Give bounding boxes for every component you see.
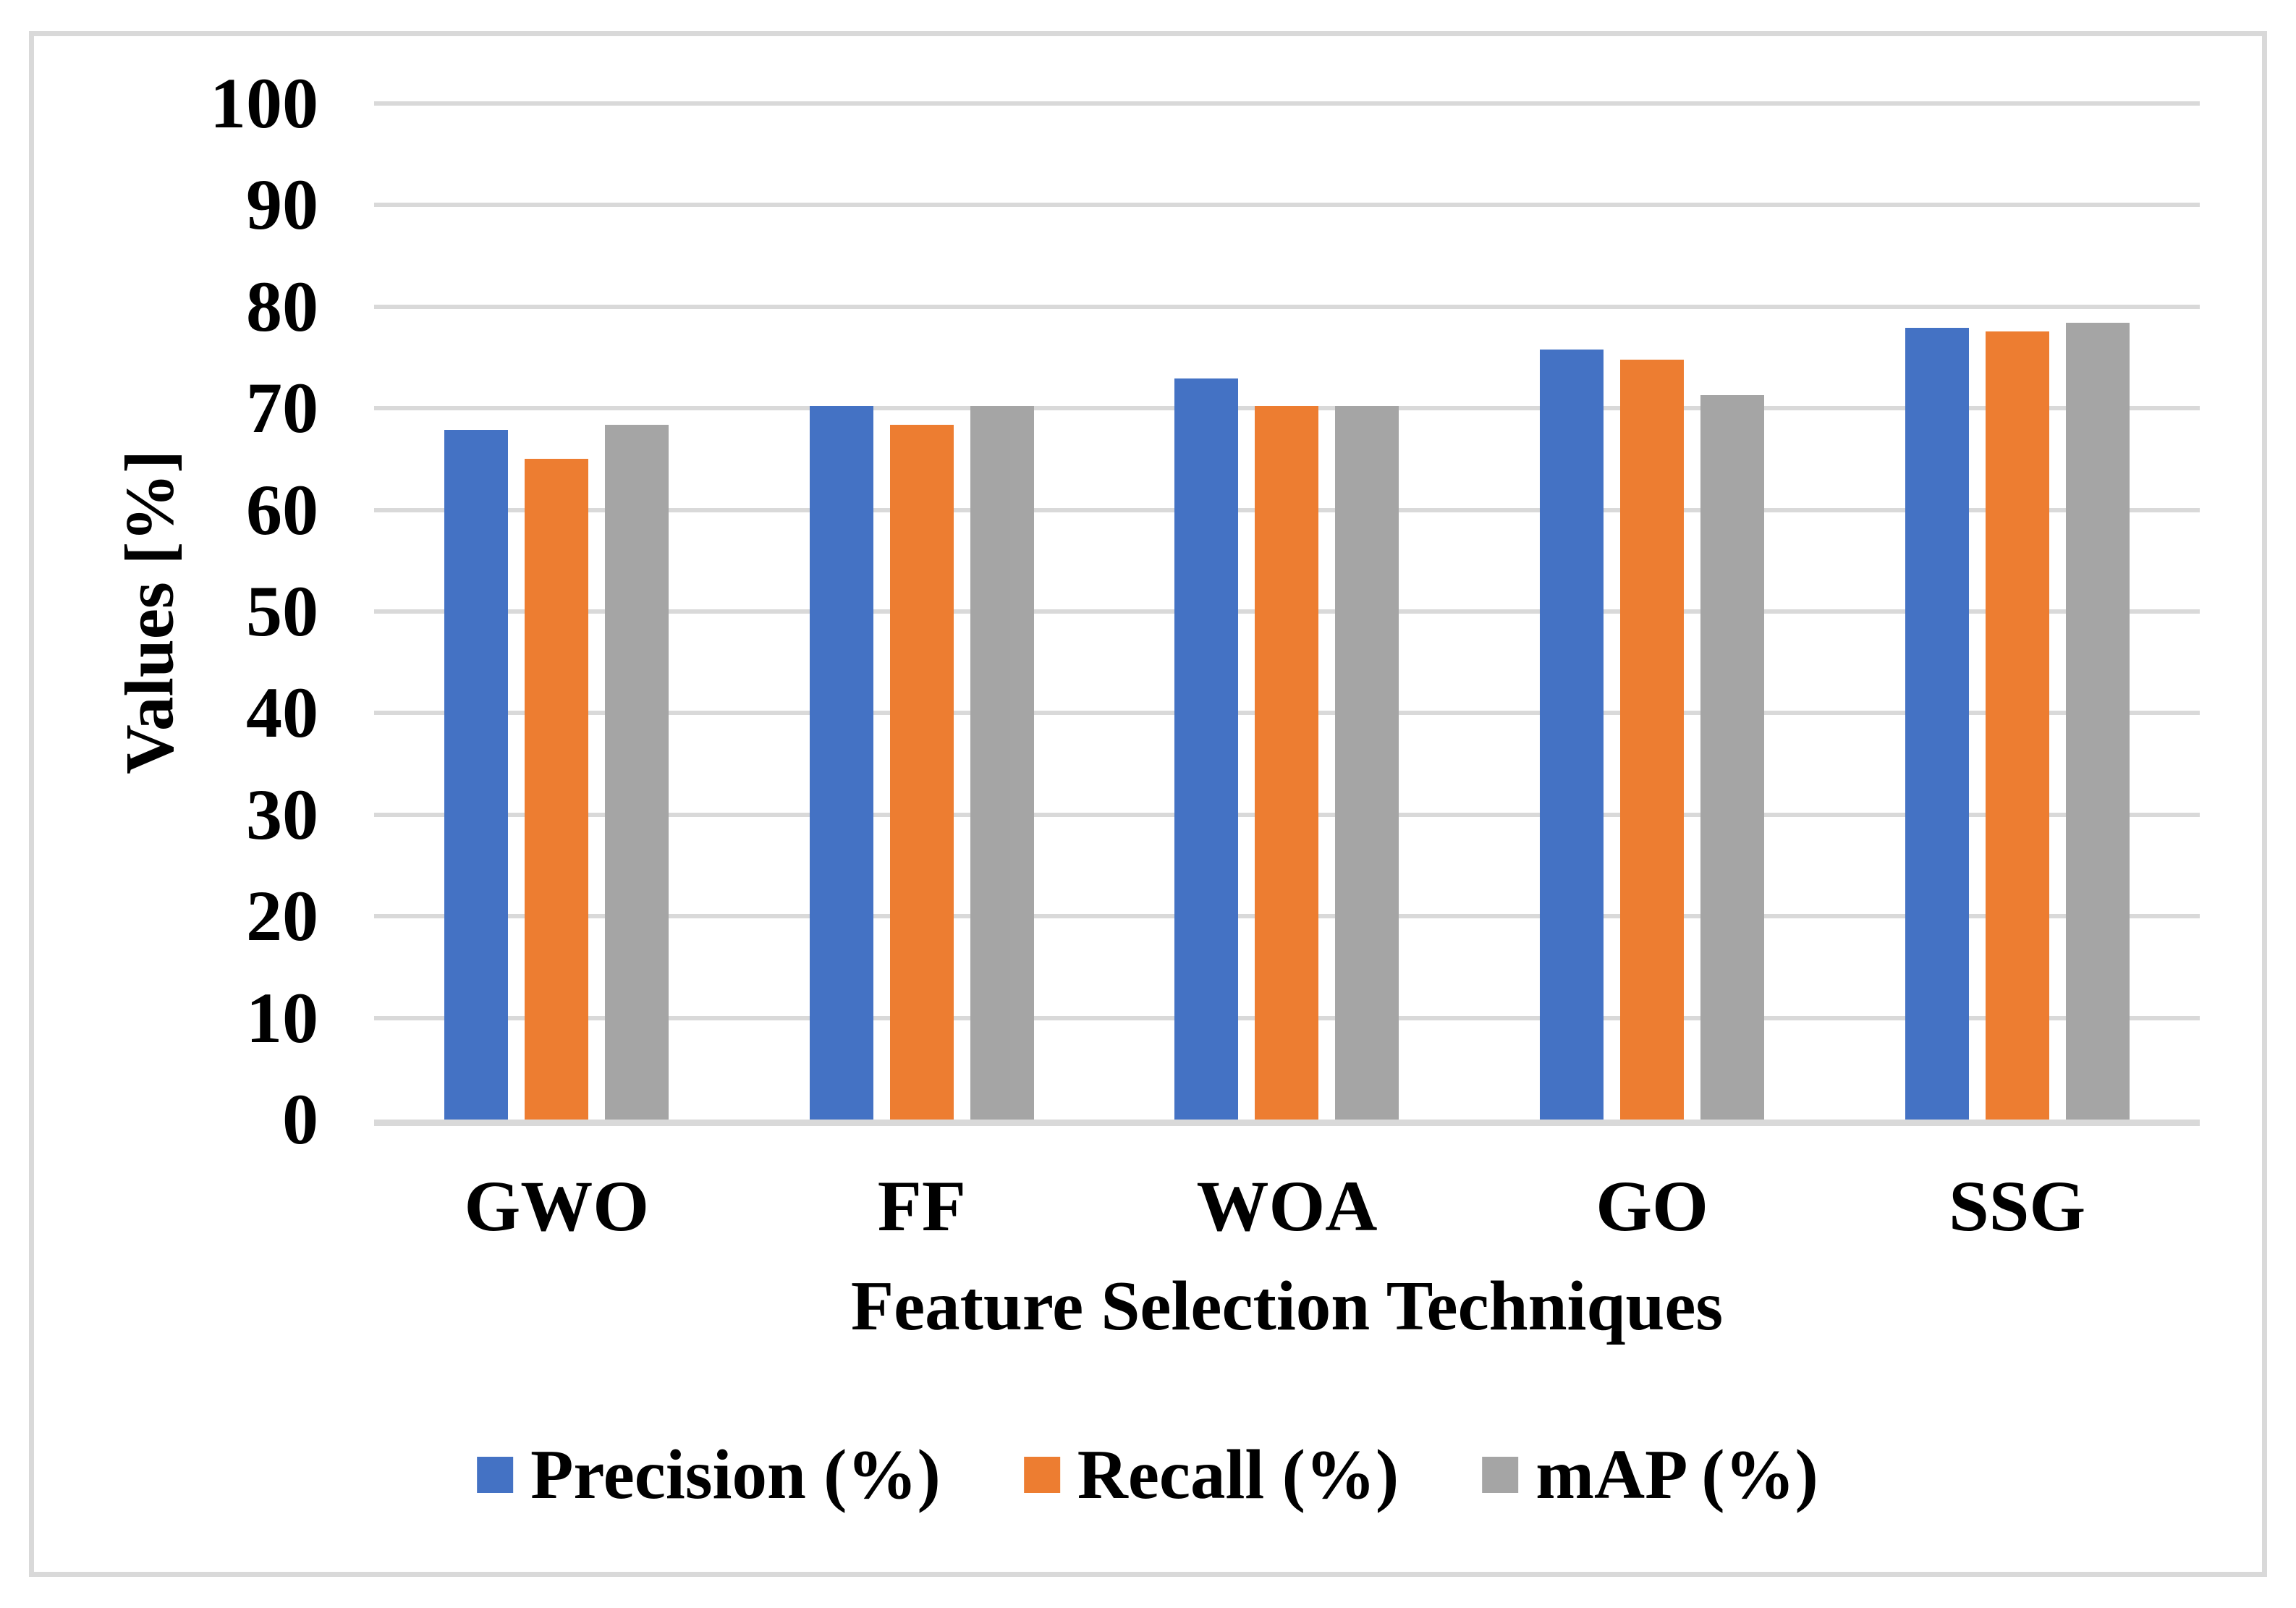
legend-item-map: mAP (%) [1482, 1436, 1818, 1514]
bar-group-ssg [1834, 103, 2200, 1120]
legend-label: Recall (%) [1077, 1436, 1399, 1513]
y-tick-label-80: 80 [246, 266, 318, 347]
x-category-label-woa: WOA [1196, 1166, 1378, 1246]
gridline-y-90 [374, 203, 2200, 208]
bar-precision-gwo [444, 429, 509, 1120]
plot-area [374, 101, 2200, 1120]
y-tick-label-70: 70 [246, 368, 318, 449]
y-tick-label-40: 40 [246, 672, 318, 753]
x-category-label-ssg: SSG [1949, 1166, 2086, 1246]
legend-swatch-icon [1482, 1457, 1519, 1494]
bar-recall-woa [1255, 406, 1319, 1120]
bar-group-woa [1104, 103, 1470, 1120]
bar-map-ssg [2065, 323, 2130, 1120]
y-tick-label-10: 10 [246, 977, 318, 1058]
bar-map-go [1700, 394, 1765, 1120]
x-category-label-go: GO [1596, 1166, 1708, 1246]
legend-item-precision: Precision (%) [477, 1436, 941, 1514]
x-category-label-gwo: GWO [464, 1166, 650, 1246]
y-tick-label-20: 20 [246, 876, 318, 957]
gridline-y-100 [374, 101, 2200, 106]
legend-label: Precision (%) [530, 1436, 941, 1513]
y-tick-label-30: 30 [246, 774, 318, 855]
bar-recall-ssg [1985, 331, 2049, 1120]
legend-label: mAP (%) [1535, 1436, 1818, 1513]
legend-swatch-icon [477, 1457, 514, 1494]
gridline-y-80 [374, 304, 2200, 309]
bar-precision-go [1540, 349, 1604, 1120]
bar-precision-woa [1174, 378, 1239, 1120]
bar-map-ff [970, 406, 1034, 1120]
x-axis-line [374, 1120, 2200, 1126]
legend-item-recall: Recall (%) [1023, 1436, 1399, 1514]
y-tick-label-60: 60 [246, 469, 318, 550]
y-tick-label-0: 0 [282, 1079, 318, 1159]
bar-recall-go [1620, 359, 1685, 1120]
bar-recall-gwo [525, 459, 589, 1120]
x-category-label-ff: FF [877, 1166, 966, 1246]
legend: Precision (%) Recall (%) mAP (%) [477, 1436, 1818, 1514]
chart-frame-border [29, 31, 2267, 1577]
bar-map-woa [1335, 406, 1399, 1120]
y-tick-label-90: 90 [246, 164, 318, 245]
bar-group-ff [740, 103, 1105, 1120]
bar-recall-ff [889, 424, 954, 1120]
y-tick-label-50: 50 [246, 571, 318, 651]
bar-precision-ssg [1905, 328, 1969, 1120]
bar-precision-ff [809, 406, 873, 1120]
bar-map-gwo [605, 424, 669, 1120]
y-tick-label-100: 100 [210, 63, 318, 143]
bar-group-gwo [374, 103, 740, 1120]
legend-swatch-icon [1023, 1457, 1060, 1494]
bar-group-go [1470, 103, 1835, 1120]
x-axis-title: Feature Selection Techniques [850, 1267, 1724, 1345]
